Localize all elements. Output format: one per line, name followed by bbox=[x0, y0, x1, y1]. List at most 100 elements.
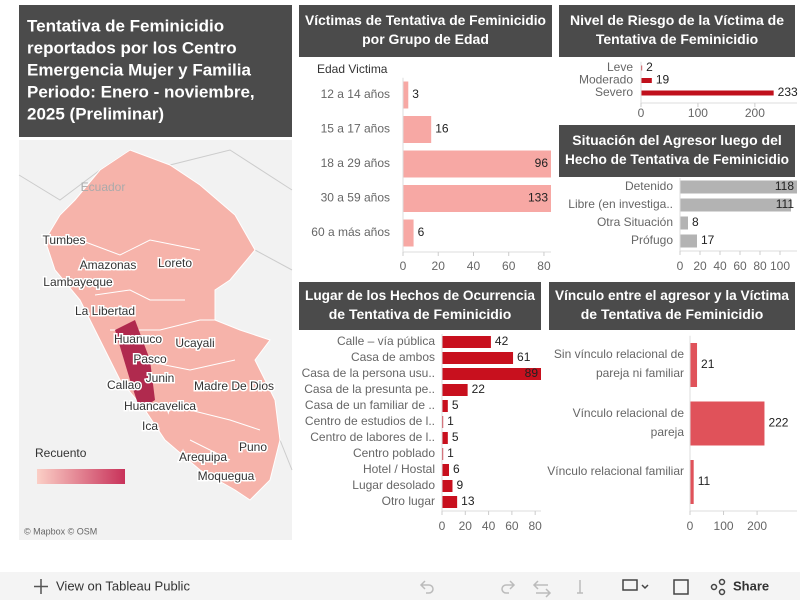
region-label: Pasco bbox=[133, 352, 167, 366]
bar bbox=[403, 116, 432, 143]
category-label: Otro lugar bbox=[382, 494, 435, 508]
x-tick-label: 0 bbox=[638, 106, 645, 120]
category-label-box: Vínculo relacional familiar bbox=[547, 464, 684, 478]
category-label: Centro de labores de l.. bbox=[310, 430, 435, 444]
region-label: La Libertad bbox=[75, 304, 135, 318]
value-label: 89 bbox=[525, 366, 539, 380]
category-label: Lugar desolado bbox=[352, 478, 435, 492]
toolbar-icons-dark[interactable] bbox=[622, 578, 726, 596]
bar bbox=[690, 460, 694, 504]
category-label: 60 a más años bbox=[311, 225, 390, 239]
panel-title: Vínculo entre el agresor y la Víctima bbox=[555, 287, 789, 303]
x-tick-label: 100 bbox=[770, 259, 790, 273]
region-borders bbox=[79, 239, 261, 461]
category-label: Casa de un familiar de .. bbox=[305, 398, 435, 412]
x-tick-label: 200 bbox=[747, 519, 767, 533]
value-label: 6 bbox=[418, 225, 425, 239]
panel-title: Tentativa de Feminicidio bbox=[596, 31, 758, 47]
bar bbox=[680, 216, 688, 230]
x-tick-label: 80 bbox=[537, 259, 551, 273]
region-label: Arequipa bbox=[179, 450, 227, 464]
panel-title: Tentativa de Feminicidio bbox=[27, 16, 224, 35]
region-label: Huancavelica bbox=[124, 399, 196, 413]
x-tick-label: 200 bbox=[745, 106, 765, 120]
attribution: © Mapbox © OSM bbox=[24, 526, 97, 536]
panel-title: Nivel de Riesgo de la Víctima de bbox=[570, 12, 784, 28]
category-label: 12 a 14 años bbox=[321, 87, 390, 101]
share-button[interactable]: Share bbox=[733, 578, 769, 593]
category-label: Leve bbox=[607, 60, 633, 74]
region-label: Ica bbox=[142, 419, 158, 433]
category-label: Casa de la persona usu.. bbox=[302, 366, 435, 380]
panel-title: de Tentativa de Feminicidio bbox=[329, 306, 512, 322]
region-label: Tumbes bbox=[43, 233, 86, 247]
bar bbox=[442, 496, 458, 508]
value-label: 111 bbox=[776, 197, 795, 211]
x-tick-label: 60 bbox=[505, 519, 519, 533]
x-tick-label: 80 bbox=[753, 259, 767, 273]
panel-title-box bbox=[299, 5, 552, 57]
value-label: 42 bbox=[495, 334, 509, 348]
panel-title-box bbox=[549, 282, 795, 330]
category-label: Centro poblado bbox=[353, 446, 435, 460]
bar bbox=[690, 401, 765, 446]
category-label: Vínculo relacional familiar bbox=[547, 464, 684, 478]
value-label: 1 bbox=[447, 414, 454, 428]
x-tick-label: 0 bbox=[400, 259, 407, 273]
panel-title: por Grupo de Edad bbox=[362, 31, 489, 47]
region-label: Callao bbox=[107, 378, 141, 392]
bar bbox=[403, 81, 409, 109]
x-tick-label: 60 bbox=[502, 259, 516, 273]
panel-title: Periodo: Enero - noviembre, bbox=[27, 82, 255, 101]
bar bbox=[442, 448, 444, 460]
value-label: 17 bbox=[701, 233, 715, 247]
value-label: 133 bbox=[528, 191, 548, 205]
category-label: Calle – vía pública bbox=[337, 334, 435, 348]
value-label: 2 bbox=[646, 60, 653, 74]
x-tick-label: 60 bbox=[733, 259, 747, 273]
bar bbox=[442, 464, 449, 476]
value-label: 13 bbox=[461, 494, 475, 508]
toolbar-icons bbox=[419, 580, 583, 598]
panel-title-box bbox=[299, 282, 541, 330]
bar bbox=[442, 352, 514, 364]
panel-title: de Tentativa de Feminicidio bbox=[581, 306, 764, 322]
region-label: Ucayali bbox=[175, 336, 214, 350]
category-label-box: Vínculo relacional de pareja bbox=[573, 406, 684, 439]
x-tick-label: 80 bbox=[528, 519, 542, 533]
panel-title: Situación del Agresor luego del bbox=[572, 132, 782, 148]
category-label: Prófugo bbox=[631, 233, 673, 247]
category-label: 15 a 17 años bbox=[321, 122, 390, 136]
value-label: 5 bbox=[452, 430, 459, 444]
x-tick-label: 100 bbox=[714, 519, 734, 533]
panel-title-box bbox=[559, 5, 795, 57]
bar bbox=[442, 400, 448, 412]
category-label: Casa de ambos bbox=[351, 350, 435, 364]
x-tick-label: 40 bbox=[713, 259, 727, 273]
region-label: Madre De Dios bbox=[194, 379, 274, 393]
category-label: Centro de estudios de l.. bbox=[305, 414, 435, 428]
value-label: 11 bbox=[698, 474, 711, 488]
panel-title-box bbox=[19, 5, 292, 137]
value-label: 5 bbox=[452, 398, 459, 412]
panel-title: 2025 (Preliminar) bbox=[27, 104, 164, 123]
x-tick-label: 0 bbox=[677, 259, 684, 273]
legend-ramp bbox=[37, 469, 125, 484]
region-label: Junin bbox=[146, 371, 175, 385]
bar bbox=[641, 78, 652, 83]
x-tick-label: 0 bbox=[687, 519, 694, 533]
footer-bar bbox=[0, 572, 800, 600]
bar bbox=[442, 384, 468, 396]
value-label: 1 bbox=[447, 446, 454, 460]
category-label: Casa de la presunta pe.. bbox=[304, 382, 435, 396]
category-label: 30 a 59 años bbox=[321, 191, 390, 205]
bar bbox=[442, 416, 444, 428]
x-tick-label: 40 bbox=[467, 259, 481, 273]
value-label: 22 bbox=[472, 382, 486, 396]
country-label: Ecuador bbox=[81, 180, 126, 194]
view-link[interactable]: View on Tableau Public bbox=[56, 578, 190, 593]
x-tick-label: 20 bbox=[459, 519, 473, 533]
category-label: Libre (en investiga.. bbox=[568, 197, 673, 211]
x-tick-label: 0 bbox=[439, 519, 446, 533]
